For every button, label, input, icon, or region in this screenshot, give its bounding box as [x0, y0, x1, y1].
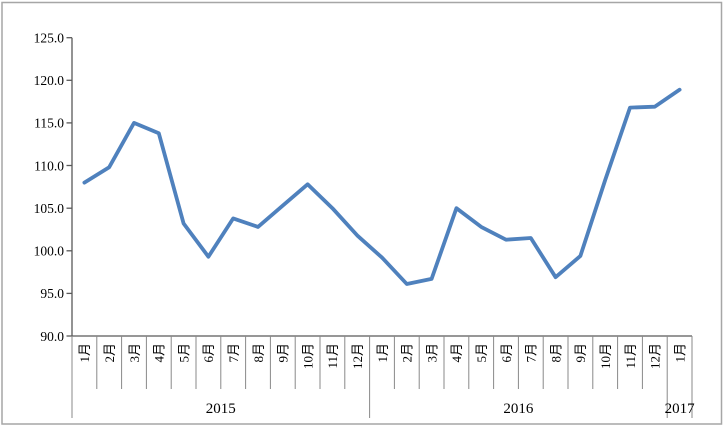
- year-label: 2016: [503, 401, 534, 417]
- y-axis-label: 120.0: [34, 73, 65, 88]
- y-axis-label: 95.0: [40, 286, 64, 301]
- month-label: 2月: [400, 343, 415, 363]
- month-label: 10月: [598, 343, 613, 369]
- month-label: 6月: [499, 343, 514, 363]
- month-label: 8月: [251, 343, 266, 363]
- month-label: 4月: [152, 343, 167, 363]
- y-axis-label: 105.0: [34, 201, 65, 216]
- y-axis-label: 90.0: [40, 329, 64, 344]
- y-axis-label: 115.0: [34, 116, 64, 131]
- series-line: [82, 87, 682, 286]
- month-label: 5月: [176, 343, 191, 363]
- month-label: 9月: [276, 343, 291, 363]
- year-label: 2015: [206, 401, 236, 417]
- month-label: 12月: [350, 343, 365, 369]
- month-label: 10月: [300, 343, 315, 369]
- y-axis-label: 110.0: [34, 158, 64, 173]
- month-label: 2月: [102, 343, 117, 363]
- month-label: 6月: [201, 343, 216, 363]
- y-axis-label: 125.0: [34, 31, 65, 46]
- month-label: 4月: [449, 343, 464, 363]
- month-label: 1月: [77, 343, 92, 363]
- chart-outer-border: [1, 1, 723, 425]
- month-label: 3月: [127, 343, 142, 363]
- month-label: 11月: [325, 343, 340, 369]
- month-label: 8月: [548, 343, 563, 363]
- month-label: 1月: [375, 343, 390, 363]
- month-label: 7月: [524, 343, 539, 363]
- year-label: 2017: [665, 401, 696, 417]
- month-label: 3月: [424, 343, 439, 363]
- month-label: 12月: [648, 343, 663, 369]
- month-label: 5月: [474, 343, 489, 363]
- y-axis-label: 100.0: [34, 244, 65, 259]
- month-label: 9月: [573, 343, 588, 363]
- month-label: 11月: [623, 343, 638, 369]
- month-label: 1月: [672, 343, 687, 363]
- month-label: 7月: [226, 343, 241, 363]
